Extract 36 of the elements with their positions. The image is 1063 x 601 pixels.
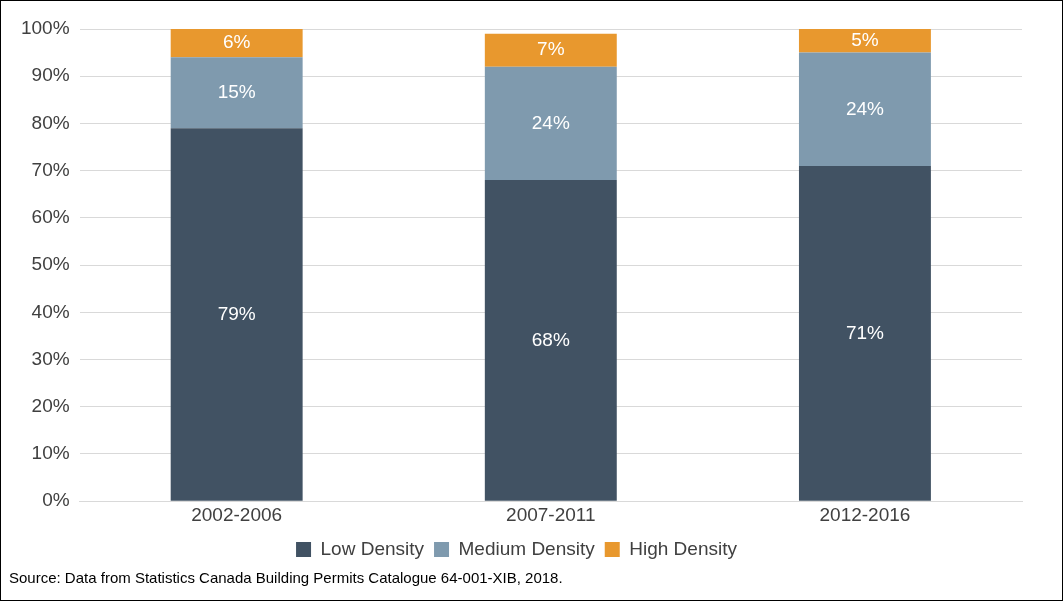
x-tick-label: 2007-2011 — [506, 503, 596, 525]
y-tick-label: 20% — [31, 394, 70, 416]
y-tick-label: 0% — [42, 489, 70, 511]
data-label: 24% — [845, 97, 885, 119]
x-tick-label: 2012-2016 — [819, 503, 911, 525]
bar — [484, 66, 617, 181]
data-label: 5% — [851, 29, 879, 51]
y-tick-label: 80% — [31, 111, 70, 133]
y-tick-label: 100% — [20, 17, 70, 39]
bar — [484, 180, 617, 501]
data-label: 6% — [222, 31, 251, 53]
data-label: 15% — [217, 80, 256, 102]
data-label: 7% — [537, 38, 565, 60]
y-tick-label: 50% — [31, 253, 70, 275]
bar — [170, 57, 303, 129]
source-note: Source: Data from Statistics Canada Building Permits Catalogue 64-001-XIB, 2018. — [8, 569, 564, 586]
data-label: 24% — [531, 111, 570, 133]
legend-label: Low Density — [320, 537, 425, 559]
legend-label: High Density — [629, 537, 738, 559]
x-tick-label: 2002-2006 — [191, 503, 283, 525]
y-tick-label: 70% — [31, 158, 70, 180]
bar — [798, 29, 931, 53]
data-label: 68% — [531, 328, 570, 350]
bar — [170, 29, 303, 58]
data-label: 71% — [845, 321, 885, 343]
bar — [798, 52, 931, 166]
y-tick-label: 30% — [31, 347, 70, 369]
y-tick-label: 40% — [31, 300, 70, 322]
y-tick-label: 60% — [31, 206, 70, 228]
bar — [484, 33, 617, 67]
bar — [170, 128, 303, 501]
y-tick-label: 90% — [31, 64, 70, 86]
data-label: 79% — [217, 302, 256, 324]
y-tick-label: 10% — [31, 442, 70, 464]
legend-label: Medium Density — [458, 537, 596, 559]
bar — [798, 165, 931, 501]
